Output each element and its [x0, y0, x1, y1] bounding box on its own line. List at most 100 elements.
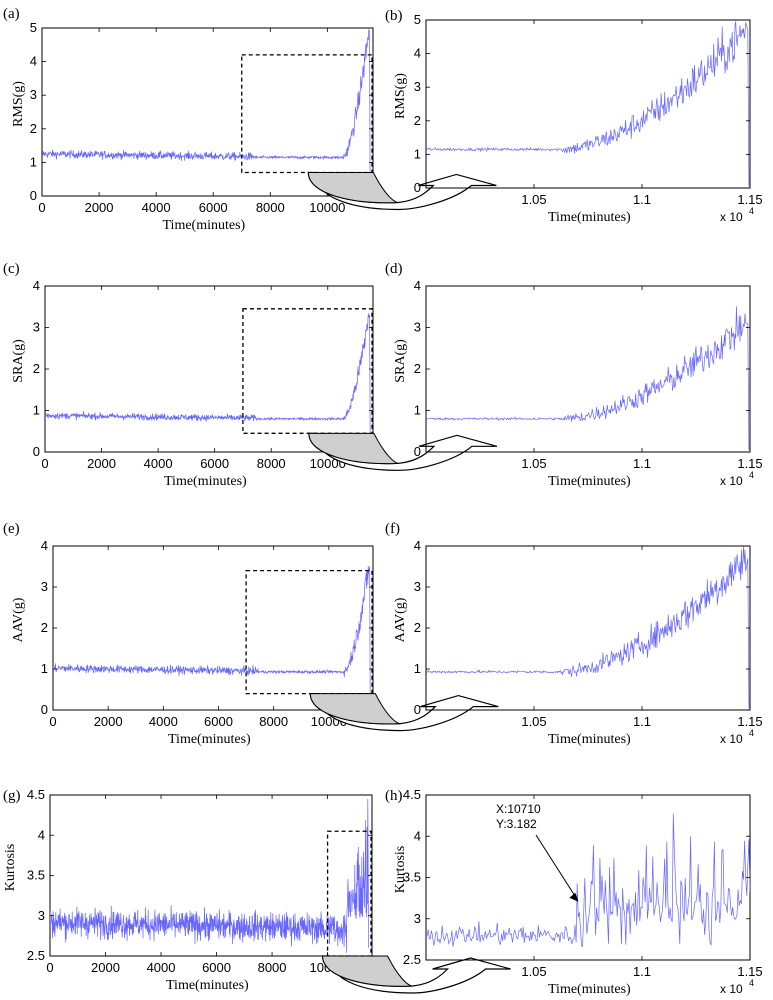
x-tick-label: 1.15: [737, 714, 762, 729]
x-tick-label: 8000: [259, 714, 288, 729]
y-axis-title: SRA(g): [393, 339, 408, 383]
plot-frame: [44, 285, 374, 453]
y-axis-title: Kurtosis: [3, 844, 18, 891]
y-tick-label: 5: [414, 12, 421, 27]
y-tick-label: 0: [414, 444, 421, 459]
y-tick-label: 1: [414, 661, 421, 676]
zoom-region-box: [245, 569, 373, 695]
series-line-rms: [426, 21, 750, 187]
panel-label: (e): [3, 521, 20, 537]
y-tick-label: 4: [30, 54, 37, 69]
y-axis-title: RMS(g): [11, 81, 26, 127]
y-tick-label: 1: [414, 146, 421, 161]
axis-multiplier: x 10: [720, 474, 743, 488]
panel-label: (g): [3, 788, 21, 804]
plot-frame: [425, 285, 751, 453]
y-tick-label: 4: [33, 278, 40, 293]
y-tick-label: 3: [41, 579, 48, 594]
zoom-arrow-shadow-icon: [309, 693, 401, 725]
x-tick-label: 1.1: [633, 456, 651, 471]
panel-g: 02000400060008000100002.533.544.5Time(mi…: [3, 787, 373, 993]
y-axis-title: AAV(g): [393, 597, 408, 642]
panel-label: (f): [385, 521, 400, 537]
panel-a: 0 2000 4000 6000 8000 10000 0 1 2 3 4 5 Time(minutes…: [3, 6, 374, 233]
y-tick-label: 4: [41, 538, 48, 553]
y-tick-label: 1: [33, 403, 40, 418]
x-tick-label: 2000: [85, 200, 114, 215]
x-tick-label: 1.05: [521, 456, 546, 471]
plot-frame: [425, 19, 751, 189]
y-tick-label: 4: [414, 46, 421, 61]
axis-multiplier-exponent: 4: [749, 470, 754, 480]
y-tick-label: 4.5: [27, 787, 45, 802]
y-tick-label: 0: [41, 702, 48, 717]
panel-label: (c): [3, 261, 20, 277]
x-tick-label: 8000: [256, 200, 285, 215]
x-tick-label: 1.1: [633, 964, 651, 979]
panel-c: 0 2000 4000 6000 8000 1000001234Time(minutes)…: [3, 261, 374, 489]
plot-frame: [425, 794, 751, 961]
panel-f: 1.05 1.1 1.15 0 1 2 3 4 Time(minutes) AAV(g) (f) x …: [385, 521, 763, 747]
y-tick-label: 4.5: [403, 787, 421, 802]
y-tick-label: 4: [414, 828, 421, 843]
y-axis-title: Kurtosis: [393, 846, 408, 893]
y-tick-label: 2: [414, 113, 421, 128]
zoom-arrow-shadow-icon: [308, 432, 400, 465]
plot-frame: [41, 27, 374, 197]
y-axis-title: AAV(g): [11, 597, 26, 642]
x-tick-label: 4000: [142, 200, 171, 215]
y-tick-label: 2.5: [27, 948, 45, 963]
series-line-kurtosis: [50, 799, 370, 953]
axis-multiplier: x 10: [720, 982, 743, 996]
x-tick-label: 1.05: [521, 964, 546, 979]
panel-e: 0 2000 4000 6000 8000 1000001234Time(minutes)…: [3, 521, 374, 747]
y-tick-label: 3.5: [27, 868, 45, 883]
y-tick-label: 0: [414, 180, 421, 195]
y-tick-label: 2: [30, 121, 37, 136]
y-tick-label: 2: [414, 620, 421, 635]
series-line-rms: [42, 29, 371, 189]
panel-label: (h): [385, 788, 403, 804]
x-axis-title: Time(minutes): [163, 218, 246, 233]
y-tick-label: 1: [414, 403, 421, 418]
series-line-aav: [426, 546, 750, 709]
x-tick-label: 4000: [149, 714, 178, 729]
zoom-arrow-shadow-icon: [322, 955, 413, 987]
y-tick-label: 3.5: [403, 870, 421, 885]
x-tick-label: 2000: [87, 456, 116, 471]
datatip-x: X:10710: [496, 802, 541, 816]
x-tick-label: 0: [46, 960, 53, 975]
x-axis-title: Time(minutes): [168, 732, 251, 747]
y-tick-label: 3: [38, 908, 45, 923]
y-tick-label: 0: [33, 444, 40, 459]
axis-multiplier-exponent: 4: [749, 978, 754, 988]
y-tick-label: 2: [33, 361, 40, 376]
x-tick-label: 6000: [199, 200, 228, 215]
x-tick-label: 1.1: [633, 192, 651, 207]
panel-b: 1.05 1.1 1.15 0 1 2 3 4 5 Time(minutes) RMS(g) (b) x…: [385, 8, 763, 225]
series-line-aav: [53, 565, 371, 703]
x-tick-label: 0: [38, 200, 45, 215]
x-tick-label: 2000: [91, 960, 120, 975]
y-tick-label: 2: [41, 620, 48, 635]
y-tick-label: 3: [414, 911, 421, 926]
plot-frame: [425, 545, 751, 711]
axis-multiplier: x 10: [720, 210, 743, 224]
x-tick-label: 10000: [309, 200, 345, 215]
panel-label: (d): [385, 261, 403, 277]
y-tick-label: 4: [38, 827, 45, 842]
x-tick-label: 1.15: [737, 192, 762, 207]
datatip-y: Y:3.182: [496, 817, 537, 831]
y-tick-label: 3: [30, 87, 37, 102]
axis-multiplier-exponent: 4: [749, 728, 754, 738]
y-tick-label: 1: [30, 154, 37, 169]
x-tick-label: 4000: [144, 456, 173, 471]
x-tick-label: 4000: [147, 960, 176, 975]
panel-h: 1.05 1.1 1.15 2.5 3 3.5 4 4.5 Time(minutes) Kurto…: [385, 787, 763, 997]
x-tick-label: 1.05: [521, 192, 546, 207]
y-tick-label: 3: [414, 79, 421, 94]
y-tick-label: 3: [414, 320, 421, 335]
x-tick-label: 0: [49, 714, 56, 729]
x-axis-title: Time(minutes): [548, 982, 631, 997]
